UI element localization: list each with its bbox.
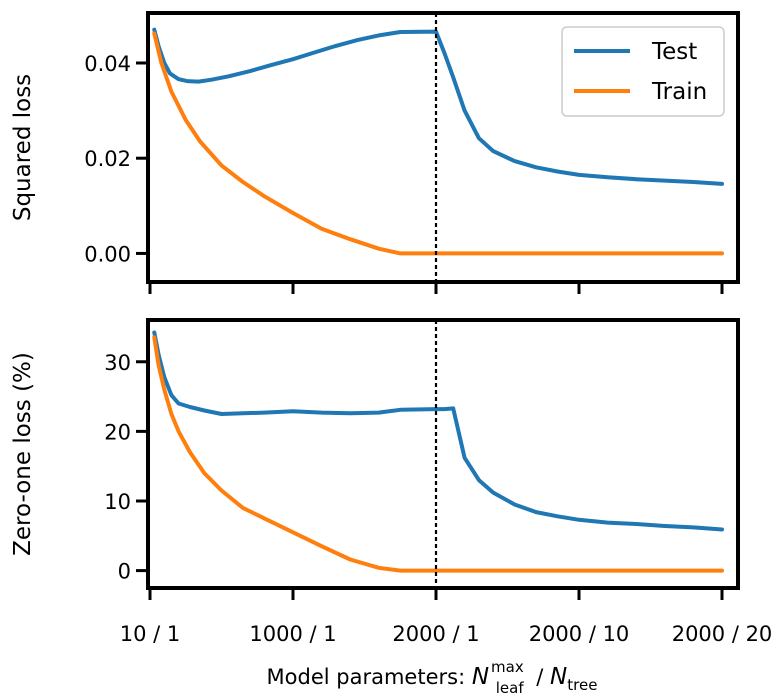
series-line-test — [152, 330, 724, 532]
legend: Test Train — [561, 26, 725, 117]
panel-2: 0 10 20 30 Zero-one loss (%) 10 / 1 1000 / 1 20… — [10, 318, 773, 696]
x-axis-label-part: max — [491, 658, 524, 676]
x-tick-label: 2000 / 10 — [529, 622, 630, 646]
x-axis-label-part: N — [550, 664, 567, 690]
series-line-test — [152, 27, 724, 186]
y-tick-label: 30 — [104, 351, 131, 375]
y-axis-label: Zero-one loss (%) — [10, 352, 36, 556]
legend-label-test: Test — [651, 39, 697, 65]
panel-frame — [146, 318, 740, 590]
x-tick-label: 2000 / 20 — [672, 622, 773, 646]
x-axis-label-part: Model parameters: — [267, 665, 472, 689]
series-line-train — [152, 335, 724, 573]
y-tick-label: 0.02 — [84, 147, 131, 171]
x-axis-label-part: tree — [567, 676, 597, 694]
x-tick-label: 10 / 1 — [120, 622, 181, 646]
y-tick-label: 0.04 — [84, 52, 131, 76]
y-tick-label: 0.00 — [84, 242, 131, 266]
y-tick-label: 20 — [104, 420, 131, 444]
legend-label-train: Train — [651, 79, 707, 105]
x-tick-label: 1000 / 1 — [249, 622, 336, 646]
panel-frame — [146, 11, 740, 284]
series-line-train — [152, 31, 724, 256]
x-axis-label-part: N — [472, 664, 489, 690]
x-axis-label-part: / — [530, 665, 550, 689]
y-axis-label: Squared loss — [10, 74, 36, 221]
y-tick-label: 0 — [118, 560, 131, 584]
y-tick-label: 10 — [104, 490, 131, 514]
x-axis-label-part: leaf — [496, 679, 525, 696]
panel-1: 0.00 0.02 0.04 Squared loss Test Train — [10, 11, 740, 294]
x-tick-label: 2000 / 1 — [392, 622, 479, 646]
